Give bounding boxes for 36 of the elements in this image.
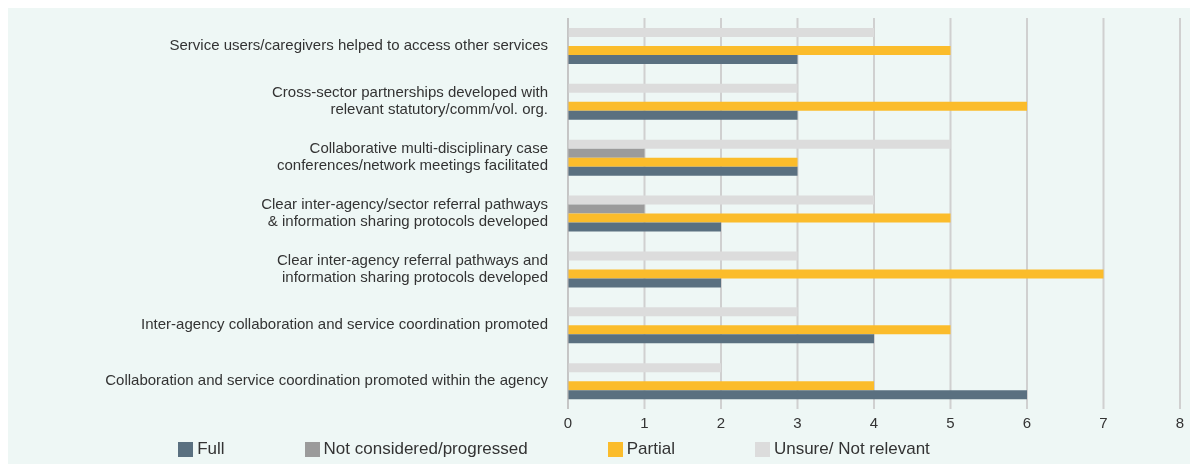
bar [568, 269, 1104, 279]
x-tick-label: 7 [1099, 413, 1108, 431]
bar [568, 157, 798, 167]
legend-label: Partial [626, 439, 675, 458]
y-tick-label: Inter-agency collaboration and service coordination promoted [141, 315, 548, 333]
y-tick-label: Collaborative multi-disciplinary case conferences/network meetings facilitated [277, 139, 548, 174]
y-tick-label: Clear inter-agency referral pathways and information sharing protocols developed [277, 250, 548, 285]
bar [568, 390, 1027, 400]
x-tick-label: 5 [946, 413, 955, 431]
bar [568, 101, 1027, 111]
x-tick-label: 1 [640, 413, 649, 431]
bar [568, 278, 721, 288]
bar [568, 55, 798, 64]
bar [568, 334, 874, 344]
bar [568, 46, 951, 55]
legend-label: Unsure/ Not relevant [773, 439, 930, 458]
legend-label: Full [197, 439, 225, 458]
y-tick-label: Service users/caregivers helped to access other services [169, 35, 548, 53]
bar [568, 166, 798, 176]
bar [568, 148, 645, 158]
y-tick-label: Collaboration and service coordination promoted within the agency [105, 371, 549, 389]
x-tick-label: 6 [1022, 413, 1032, 431]
bar [568, 204, 645, 214]
bar [568, 325, 951, 335]
x-tick-label: 4 [869, 413, 879, 431]
x-tick-label: 3 [793, 413, 802, 431]
bar [568, 222, 721, 232]
x-tick-label: 8 [1175, 413, 1185, 431]
y-tick-label: Clear inter-agency/sector referral pathways & information sharing protocols developed [261, 194, 548, 229]
bar [568, 381, 874, 391]
legend-label: Not considered/progressed [323, 439, 528, 458]
y-tick-label: Cross-sector partnerships developed with relevant statutory/comm/vol. org. [272, 83, 548, 118]
x-tick-label: 2 [716, 413, 726, 431]
bar [568, 213, 951, 223]
bar [568, 110, 798, 120]
x-tick-label: 0 [563, 413, 573, 431]
